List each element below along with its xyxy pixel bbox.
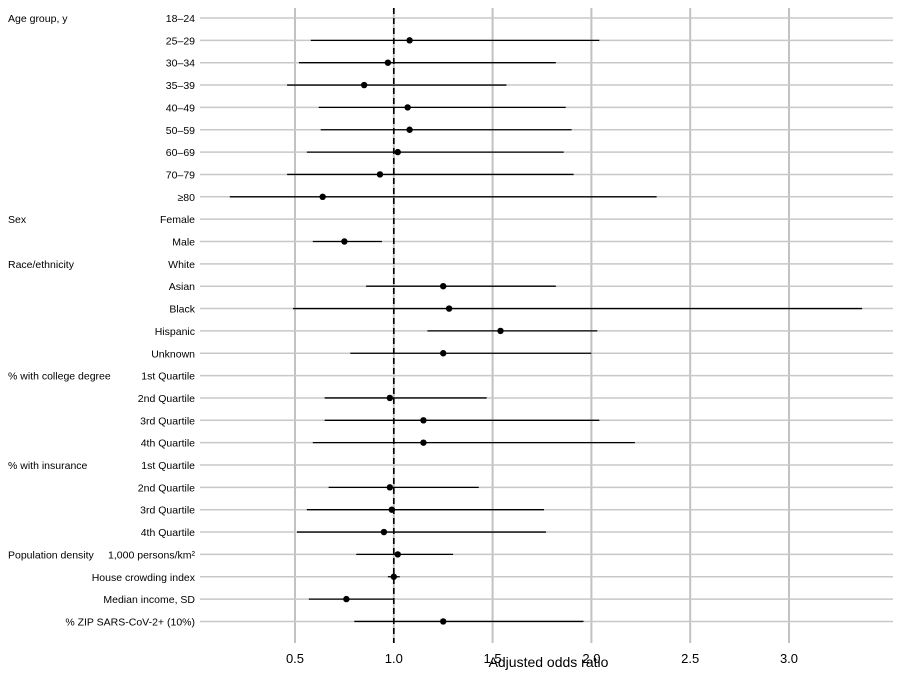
odds-ratio-points <box>319 37 504 625</box>
row-label: Female <box>160 214 195 226</box>
row-label: 3rd Quartile <box>140 415 195 427</box>
confidence-intervals <box>229 39 863 623</box>
row-label: 3rd Quartile <box>140 505 195 517</box>
row-label: Unknown <box>151 348 195 360</box>
or-point <box>440 350 447 357</box>
row-label: 1st Quartile <box>141 371 195 383</box>
row-label: 1st Quartile <box>141 460 195 472</box>
group-labels: Age group, y Sex Race/ethnicity % with coll… <box>8 13 111 561</box>
x-tick-label: 1.5 <box>484 651 502 666</box>
or-point <box>386 484 394 491</box>
x-tick-label: 1.0 <box>385 651 403 666</box>
or-point <box>388 506 396 513</box>
row-label: 35–39 <box>166 80 195 92</box>
group-label: % with college degree <box>8 371 111 383</box>
row-label: House crowding index <box>92 572 196 584</box>
or-point <box>319 193 326 200</box>
row-label: Hispanic <box>155 326 195 338</box>
or-point <box>386 394 394 402</box>
or-point <box>404 104 411 111</box>
row-label: 18–24 <box>166 13 195 25</box>
x-tick-label: 0.5 <box>286 651 304 666</box>
row-label: 2nd Quartile <box>138 482 195 494</box>
or-point <box>406 126 413 133</box>
or-point <box>343 595 350 603</box>
gridlines <box>294 8 790 643</box>
row-label: 30–34 <box>166 58 195 70</box>
or-point <box>360 81 368 89</box>
row-labels: 18–24 25–29 30–34 35–39 40–49 50–59 60–69 70–79… <box>65 13 195 628</box>
or-point <box>380 528 388 536</box>
row-label: Median income, SD <box>103 594 195 606</box>
or-point <box>341 238 348 245</box>
row-label: Black <box>169 304 195 316</box>
group-label: Age group, y <box>8 13 68 25</box>
or-point <box>394 148 401 156</box>
row-label: 70–79 <box>166 169 195 181</box>
row-label: Male <box>172 237 195 249</box>
row-label: 25–29 <box>166 35 195 47</box>
row-label: 50–59 <box>166 125 195 137</box>
row-label: White <box>168 259 195 271</box>
group-label: Sex <box>8 214 27 226</box>
x-tick-label: 2.0 <box>582 651 600 666</box>
x-axis-label: Adjusted odds ratio <box>489 654 609 670</box>
or-point <box>440 618 447 625</box>
group-label: Population density <box>8 549 95 561</box>
or-point <box>406 37 413 44</box>
x-axis-ticks: 0.5 1.0 1.5 2.0 2.5 3.0 <box>286 651 798 666</box>
row-label: Asian <box>169 281 195 293</box>
or-point <box>390 573 397 580</box>
or-point <box>384 59 392 66</box>
or-point <box>420 439 427 446</box>
row-label: 1,000 persons/km² <box>108 549 195 561</box>
group-label: Race/ethnicity <box>8 259 75 271</box>
row-label: 60–69 <box>166 147 195 159</box>
row-label: 4th Quartile <box>141 527 195 539</box>
or-point <box>394 551 401 558</box>
x-tick-label: 2.5 <box>681 651 699 666</box>
row-label: 40–49 <box>166 102 195 114</box>
row-label: 2nd Quartile <box>138 393 195 405</box>
or-point <box>440 283 447 290</box>
or-point <box>376 171 384 178</box>
row-label: 4th Quartile <box>141 438 195 450</box>
group-label: % with insurance <box>8 460 88 472</box>
x-tick-label: 3.0 <box>780 651 798 666</box>
row-label: ≥80 <box>178 192 196 204</box>
row-label: % ZIP SARS-CoV-2+ (10%) <box>65 616 195 628</box>
or-point <box>445 305 453 312</box>
or-point <box>420 417 427 424</box>
or-point <box>497 327 504 335</box>
